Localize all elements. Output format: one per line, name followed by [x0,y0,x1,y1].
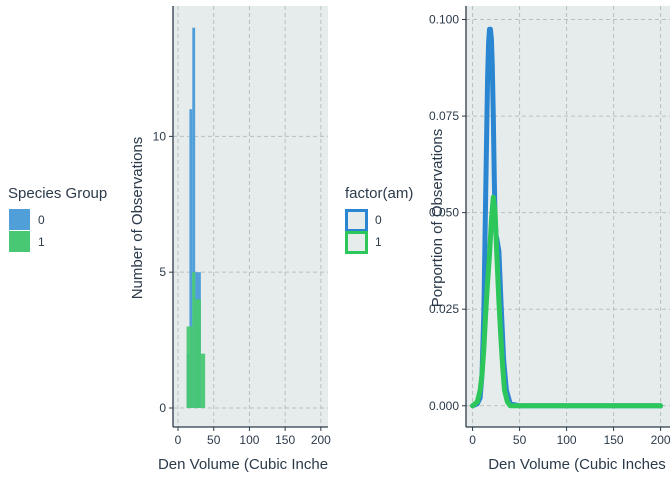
histogram-x-axis-title: Den Volume (Cubic Inche [158,456,328,473]
legend-key-0 [345,209,368,232]
legend-label-1: 1 [38,235,45,249]
histogram-bars [186,27,206,408]
legend-title: Species Group [8,185,107,202]
density-y-tick-label: 0.000 [429,399,459,413]
histogram-bar-series-1 [186,326,190,408]
histogram-y-tick-label: 10 [153,129,167,143]
histogram-gridlines [173,6,328,427]
histogram-bar-series-1 [200,353,206,408]
legend-title: factor(am) [345,185,413,202]
histogram-y-tick-label: 0 [159,401,166,415]
histogram-bar-series-1 [198,299,201,408]
density-x-tick-label: 0 [469,433,476,447]
density-chart: 0 50 100 150 200 0.000 0.025 0.050 0.075 0.100 D… [429,6,671,473]
legend-label-0: 0 [38,213,45,227]
density-x-tick-label: 50 [513,433,527,447]
histogram-x-tick-label: 0 [175,433,182,447]
histogram-y-tick-label: 5 [159,265,166,279]
density-x-tick-label: 150 [604,433,624,447]
legend-factor-am: factor(am) 0 1 [345,185,413,254]
density-y-axis-title: Porportion of Observations [429,129,446,307]
histogram-bar-series-0 [189,109,193,408]
density-y-tick-label: 0.050 [429,206,459,220]
density-x-tick-label: 200 [651,433,671,447]
histogram-x-tick-label: 150 [275,433,295,447]
legend-species-group: Species Group 0 1 [8,185,107,252]
histogram-x-tick-label: 50 [207,433,221,447]
density-lines [470,26,664,409]
density-line-series-1 [470,194,664,409]
legend-label-0: 0 [375,213,382,227]
density-x-axis-title: Den Volume (Cubic Inches [488,456,666,473]
density-x-ticks: 0 50 100 150 200 [469,427,671,447]
density-y-ticks: 0.000 0.025 0.050 0.075 0.100 [429,13,466,413]
density-y-tick-label: 0.025 [429,302,459,316]
legend-swatch-1 [9,231,30,252]
histogram-x-tick-label: 100 [239,433,259,447]
legend-key-1 [345,231,368,254]
histogram-bar-series-1 [192,272,196,408]
histogram-x-tick-label: 200 [311,433,331,447]
histogram-y-ticks: 0 5 10 [153,129,173,415]
histogram-bar-series-1 [189,326,193,408]
density-y-tick-label: 0.075 [429,109,459,123]
histogram-chart: 0 50 100 150 200 0 5 10 Den Volume (Cubic Inch… [129,6,331,473]
histogram-y-axis-title: Number of Observations [129,137,146,300]
legend-label-1: 1 [375,235,382,249]
density-y-tick-label: 0.100 [429,13,459,27]
legend-swatch-0 [9,209,30,230]
histogram-bar-series-1 [195,299,198,408]
density-x-tick-label: 100 [557,433,577,447]
histogram-bar-series-0 [192,27,196,408]
histogram-x-ticks: 0 50 100 150 200 [175,427,331,447]
